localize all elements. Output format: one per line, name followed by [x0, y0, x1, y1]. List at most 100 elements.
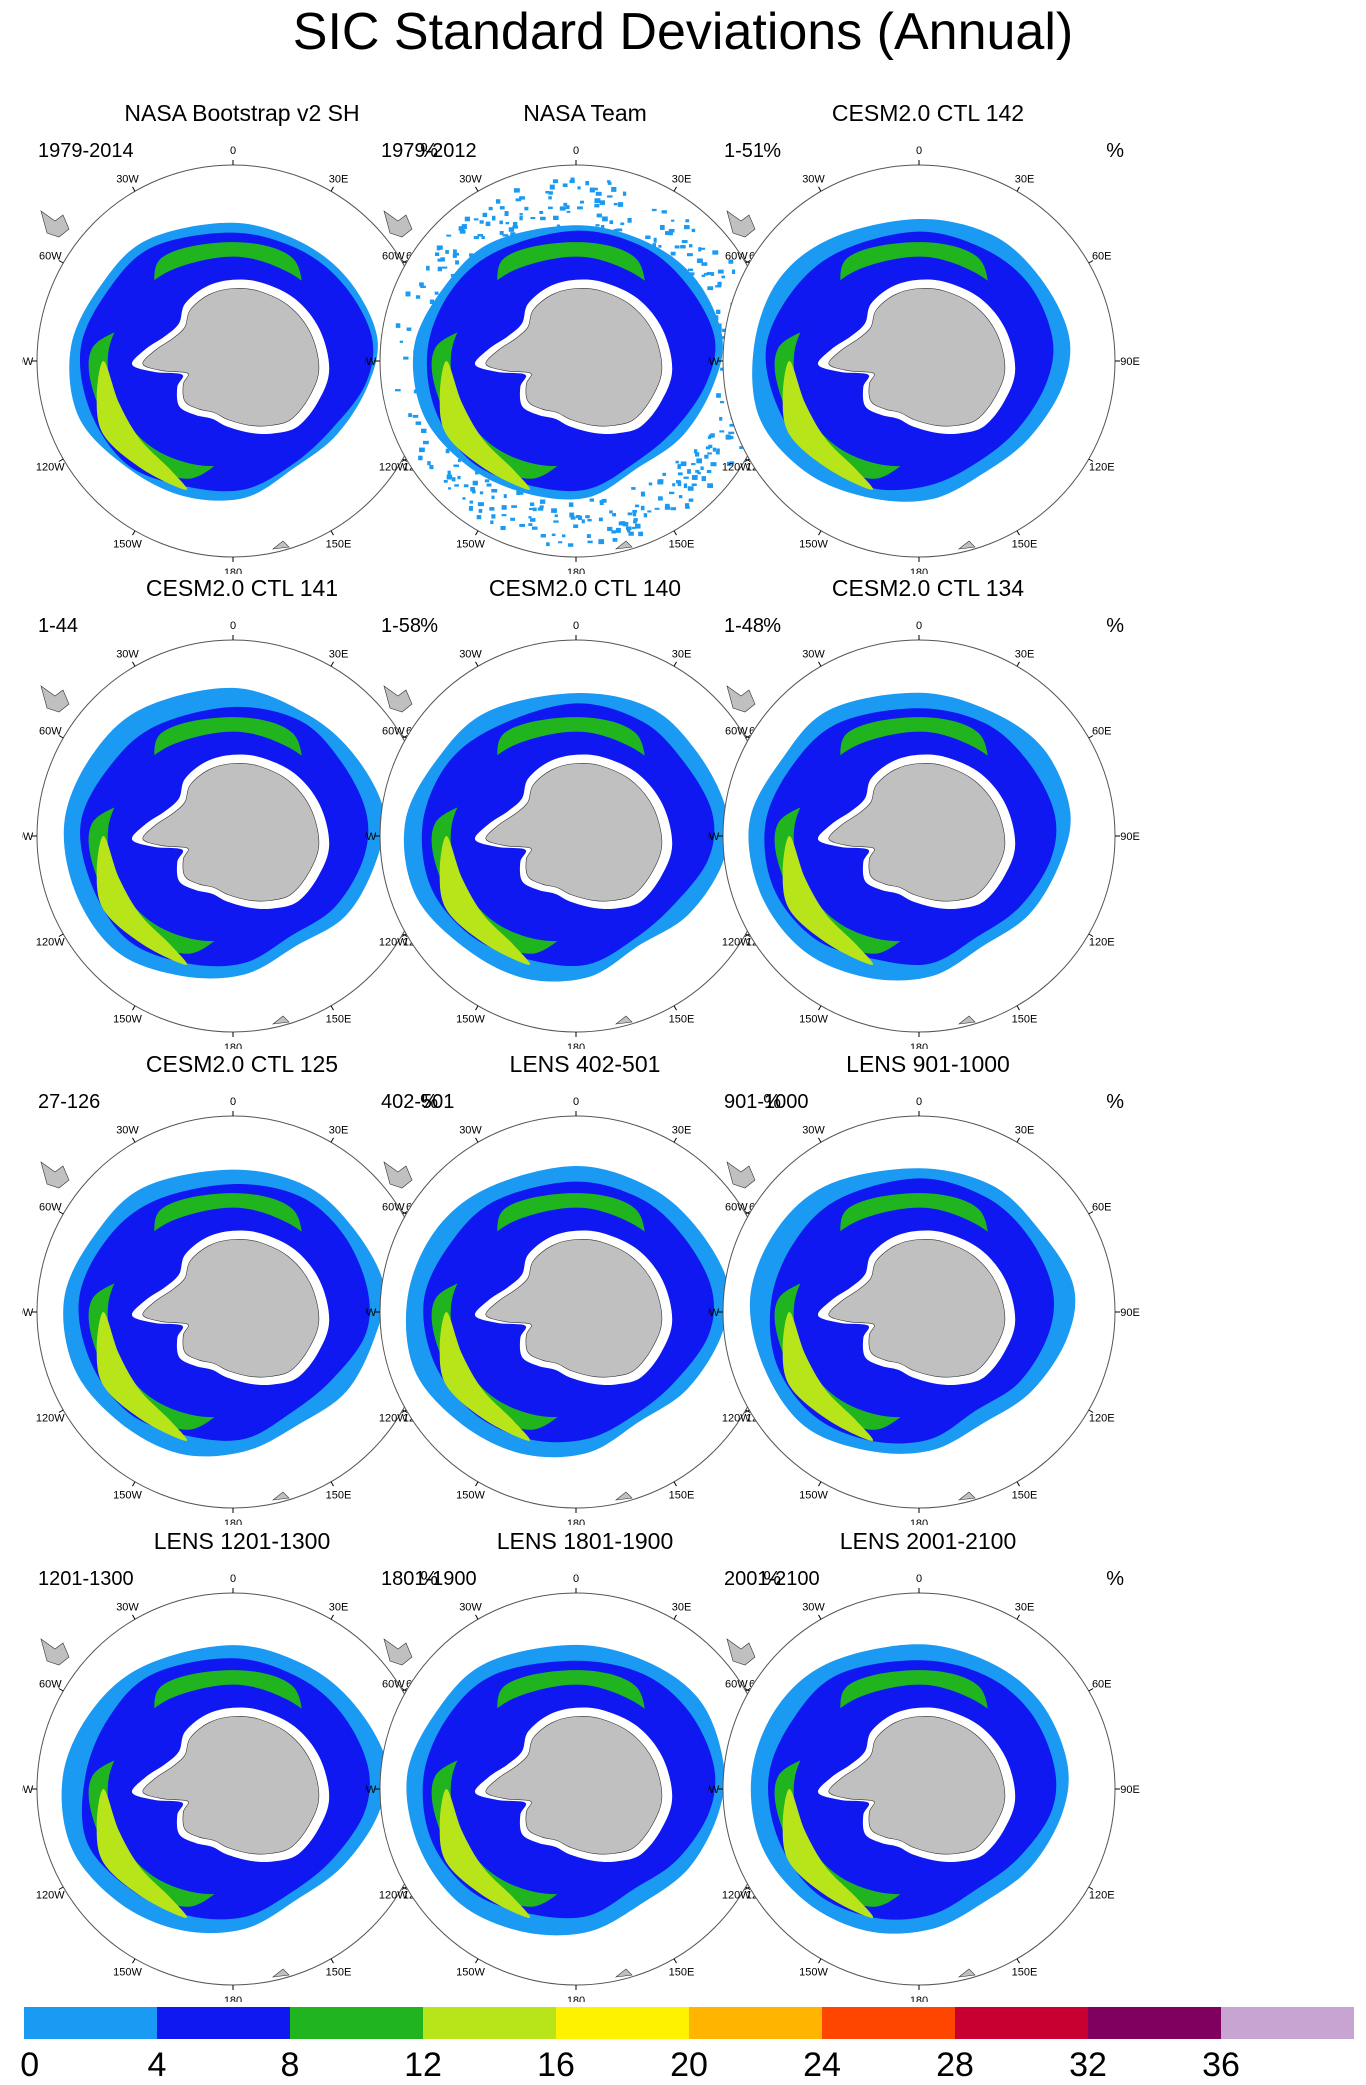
sic-speckle: [674, 245, 680, 249]
sic-speckle: [706, 470, 712, 474]
island: [957, 1491, 976, 1501]
sic-speckle: [706, 271, 711, 276]
sic-speckle: [519, 216, 523, 221]
lon-label: 120W: [36, 1413, 65, 1425]
sic-speckle: [719, 430, 725, 433]
sic-speckle: [589, 498, 595, 502]
lon-tick: [818, 1614, 822, 1620]
sic-field: [63, 687, 385, 979]
lon-label: 0: [230, 620, 236, 632]
sic-speckle: [478, 508, 483, 513]
sic-speckle: [452, 253, 457, 258]
lon-tick: [475, 1137, 479, 1143]
lon-label: 30W: [116, 1601, 139, 1613]
panel-units: %: [763, 1091, 781, 1113]
panel-units: %: [420, 1568, 438, 1590]
sic-speckle: [683, 483, 688, 489]
sic-speckle: [569, 512, 575, 518]
lon-tick: [1088, 260, 1094, 264]
sic-speckle: [450, 273, 455, 277]
polar-map: 030E60E90E120E150E180150W120W90W60W30W: [365, 620, 797, 1049]
lon-label: 120W: [722, 1890, 751, 1902]
lon-label: 90W: [22, 831, 34, 843]
sic-speckle: [532, 526, 538, 530]
sic-speckle: [395, 389, 401, 392]
lon-label: 90W: [365, 1784, 377, 1796]
sic-speckle: [716, 309, 721, 315]
island: [957, 1968, 976, 1978]
sic-speckle: [659, 225, 665, 230]
sic-band-12-16: [96, 835, 188, 965]
sic-speckle: [677, 464, 681, 469]
colorbar-label: 32: [1069, 2046, 1107, 2084]
sic-speckle: [470, 486, 475, 492]
lon-label: 150E: [326, 539, 352, 551]
sic-speckle: [548, 196, 552, 200]
lon-label: 150E: [1012, 1014, 1038, 1026]
sic-speckle: [408, 413, 412, 417]
sic-speckle: [446, 234, 452, 237]
panel-period: 27-126: [38, 1091, 101, 1113]
lon-label: 180: [567, 1995, 585, 2002]
panel-units: %: [420, 140, 438, 162]
sic-speckle: [553, 215, 559, 221]
sic-speckle: [599, 500, 604, 506]
sic-speckle: [511, 505, 518, 508]
map-panel: NASA Team1979-2012%030E60E90E120E150E180…: [365, 96, 805, 574]
sic-speckle: [670, 251, 676, 256]
sic-speckle: [668, 491, 675, 495]
lon-tick: [818, 530, 822, 536]
lon-label: 150W: [799, 1014, 828, 1026]
map-panel: NASA Bootstrap v2 SH1979-2014%030E60E90E…: [22, 96, 462, 574]
sic-band-12-16: [439, 1788, 531, 1918]
panel-title: CESM2.0 CTL 140: [488, 575, 682, 601]
lon-label: 30W: [802, 1124, 825, 1136]
sic-speckle: [716, 393, 721, 398]
polar-map: 030E60E90E120E150E180150W120W90W60W30W: [365, 145, 797, 574]
sic-speckle: [668, 228, 675, 233]
lon-label: 30E: [329, 1601, 349, 1613]
sic-speckle: [691, 475, 698, 480]
sic-speckle: [633, 520, 637, 524]
sic-speckle: [581, 519, 585, 524]
sic-speckle: [443, 479, 448, 483]
sic-speckle: [613, 202, 618, 206]
lon-tick: [132, 530, 136, 536]
sic-speckle: [615, 527, 621, 533]
sic-speckle: [720, 400, 725, 404]
sic-speckle: [699, 247, 706, 250]
sic-speckle: [504, 211, 509, 217]
sic-speckle: [519, 491, 524, 495]
panel-title: CESM2.0 CTL 125: [145, 1051, 339, 1077]
sic-field: [395, 177, 766, 547]
island: [271, 1968, 290, 1978]
sic-speckle: [598, 539, 605, 545]
polar-map: 030E60E90E120E150E180150W120W90W60W30W: [708, 1573, 1140, 2002]
sic-speckle: [453, 249, 457, 254]
sic-speckle: [415, 421, 422, 425]
lon-label: 180: [224, 567, 242, 574]
sic-speckle: [563, 202, 568, 207]
panel-title: LENS 2001-2100: [839, 1528, 1017, 1554]
lon-label: 150E: [669, 1967, 695, 1979]
sic-speckle: [427, 461, 431, 466]
lon-tick: [475, 1005, 479, 1011]
sic-speckle: [632, 509, 638, 513]
sic-speckle: [405, 291, 411, 297]
lon-label: 60W: [382, 1202, 405, 1214]
sic-speckle: [697, 471, 701, 475]
lon-label: 0: [916, 620, 922, 632]
lon-label: 120W: [36, 462, 65, 474]
sic-speckle: [469, 500, 474, 504]
lon-label: 0: [573, 1096, 579, 1108]
lon-tick: [673, 661, 677, 667]
sic-speckle: [653, 237, 657, 243]
panel-title: LENS 901-1000: [846, 1051, 1010, 1077]
sic-speckle: [710, 462, 717, 467]
sic-speckle: [635, 523, 641, 529]
lon-tick: [475, 1958, 479, 1964]
panel-period: 1801-1900: [381, 1568, 477, 1590]
sic-speckle: [559, 206, 566, 211]
lon-tick: [673, 1137, 677, 1143]
lon-label: 60W: [382, 251, 405, 263]
